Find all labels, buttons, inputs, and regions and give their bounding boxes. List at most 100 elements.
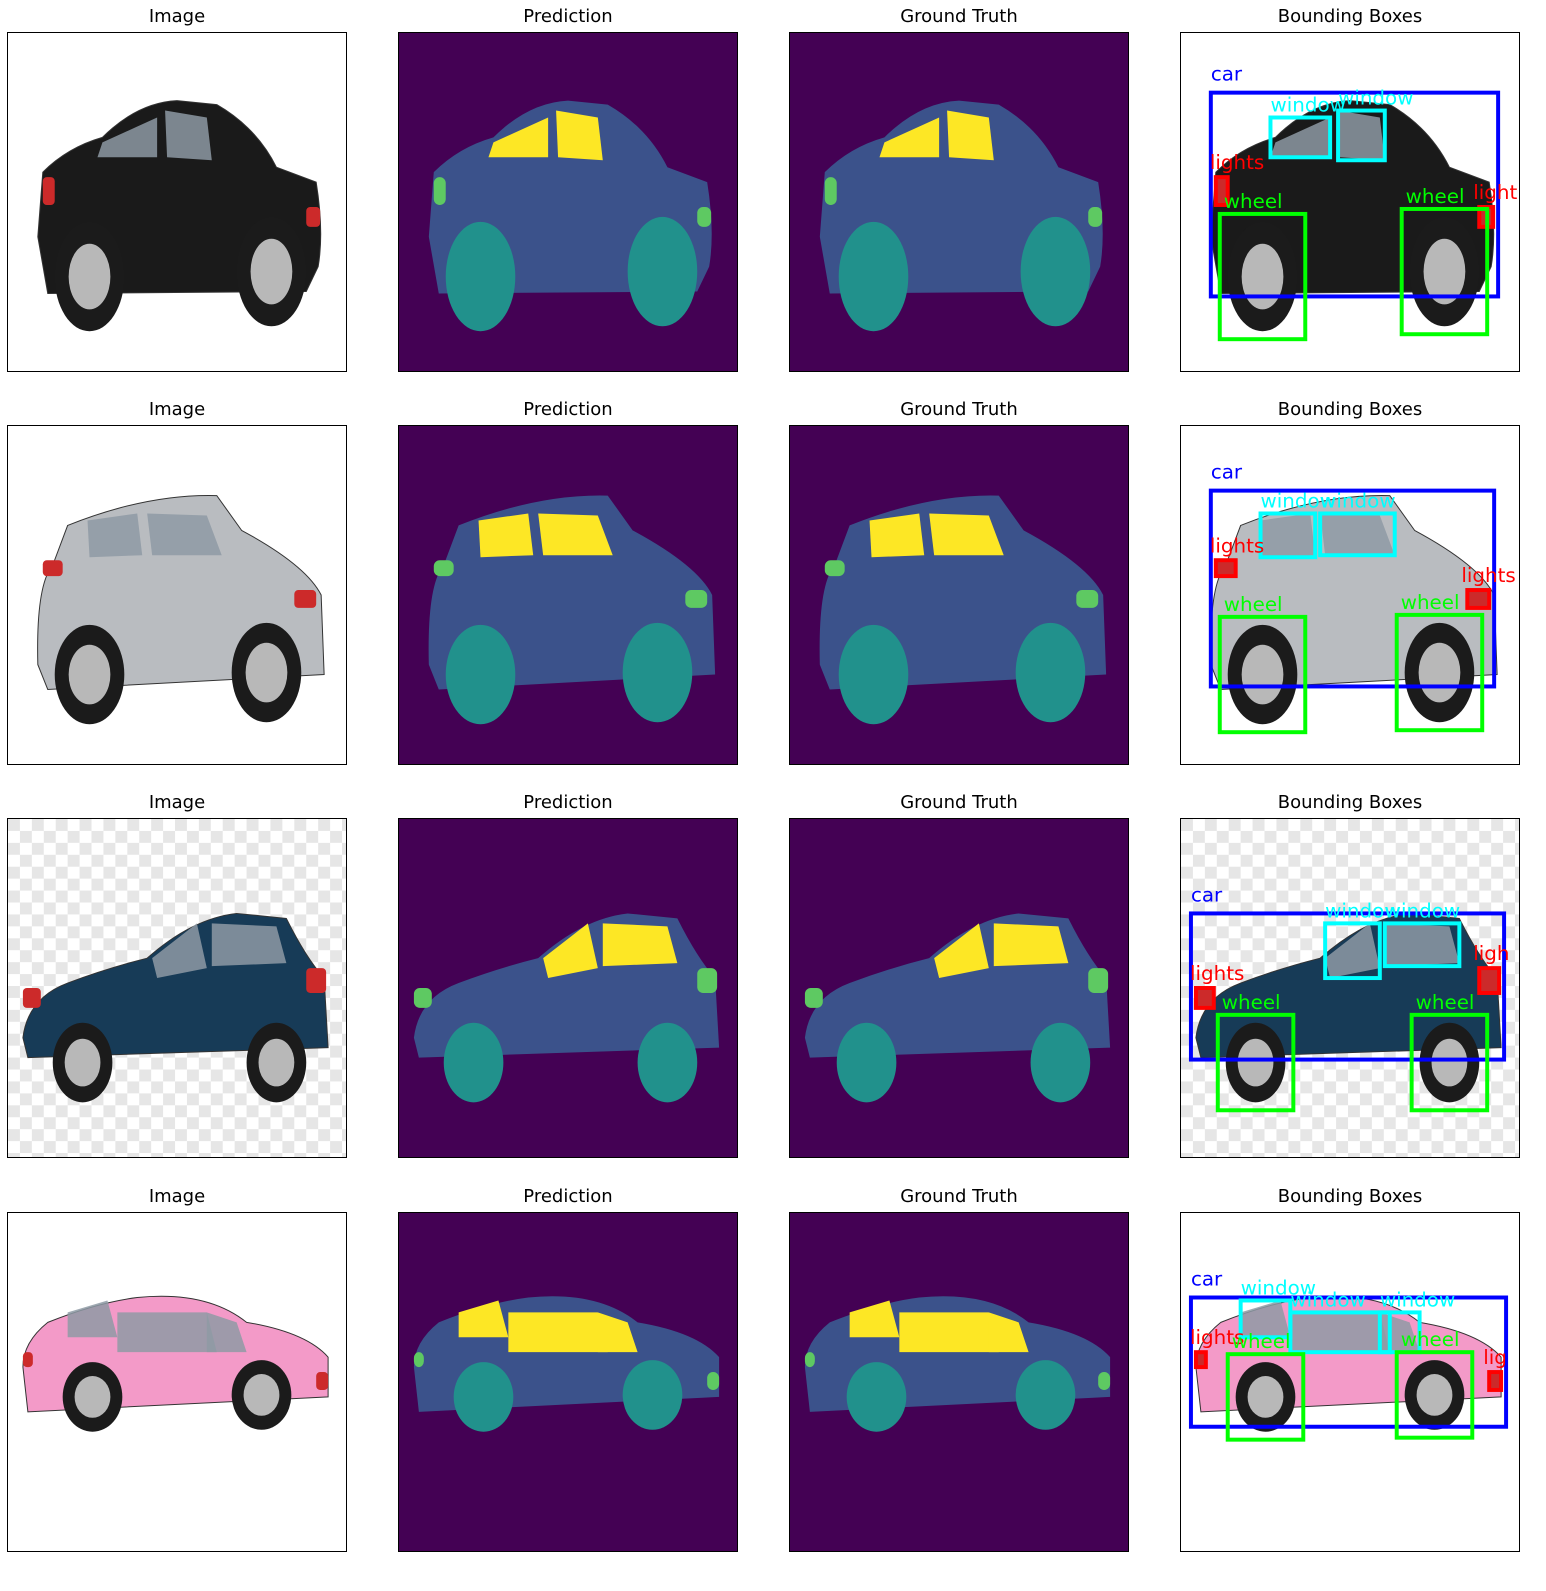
box-label-lights: ligh (1473, 942, 1509, 965)
box-lights (1193, 986, 1216, 1010)
box-label-window: window (1261, 490, 1336, 513)
box-label-lights: lights (1461, 564, 1515, 587)
panel-canvas (790, 819, 1128, 1157)
box-label-car: car (1191, 1268, 1223, 1291)
panel-canvas (8, 1213, 346, 1551)
box-label-window: window (1325, 899, 1400, 922)
mask-window (849, 1300, 900, 1338)
panel-title: Ground Truth (900, 1186, 1018, 1207)
box-label-lights: lights (1210, 151, 1264, 174)
car-window (165, 110, 212, 161)
mask-wheel (846, 1362, 907, 1432)
mask-wheel (453, 1362, 514, 1432)
car-rim (1431, 1038, 1468, 1087)
car-light (306, 206, 321, 227)
car-window (1338, 110, 1385, 161)
box-label-wheel: wheel (1416, 991, 1475, 1014)
mask-wheel (445, 221, 516, 332)
car-rim (1247, 1376, 1284, 1418)
car-rim (1416, 1374, 1453, 1416)
box-wheel (1394, 612, 1485, 733)
box-label-car: car (1211, 63, 1243, 86)
panel-canvas (8, 426, 346, 764)
car-light (42, 177, 55, 205)
box-label-wheel: wheel (1401, 591, 1460, 614)
box-window (1288, 1310, 1392, 1355)
mask-light (433, 177, 446, 205)
panel-title: Prediction (523, 792, 613, 813)
input-image-panel (7, 32, 347, 372)
mask-light (685, 590, 708, 608)
mask-wheel (838, 221, 909, 332)
panel-canvas (8, 819, 346, 1157)
car-rim (245, 642, 288, 703)
box-label-lights: lig (1483, 1346, 1507, 1369)
car-rim (1418, 642, 1461, 703)
box-wheel (1409, 1012, 1490, 1113)
box-label-wheel: wheel (1406, 185, 1465, 208)
box-car (1208, 488, 1497, 689)
car-rim (74, 1376, 111, 1418)
panel-title: Image (148, 399, 206, 420)
car-light (22, 988, 41, 1008)
panel-canvas (399, 33, 737, 371)
box-label-car: car (1191, 884, 1223, 907)
mask-window (929, 513, 1004, 556)
box-label-window: window (1270, 94, 1345, 117)
panel-canvas (399, 1213, 737, 1551)
mask-window (597, 1312, 638, 1353)
panel-title: Bounding Boxes (1277, 6, 1423, 27)
box-car (1188, 1295, 1509, 1429)
mask-window (934, 923, 989, 979)
box-wheel (1394, 1350, 1475, 1440)
mask-light (1088, 206, 1103, 227)
mask-window (458, 1300, 509, 1338)
box-car (1208, 90, 1501, 299)
mask-light (1088, 968, 1109, 993)
prediction-mask-panel (398, 425, 738, 765)
bounding-boxes-panel: car window window lights ligh wheel wheel (1180, 818, 1520, 1158)
box-label-wheel: wheel (1232, 1330, 1291, 1353)
mask-wheel (637, 1022, 698, 1103)
box-lights (1477, 966, 1502, 995)
box-lights (1487, 1370, 1504, 1392)
input-image-panel (7, 425, 347, 765)
car-light (22, 1352, 33, 1368)
panel-canvas (399, 819, 737, 1157)
car-window (1320, 513, 1395, 556)
box-label-lights: lights (1190, 962, 1244, 985)
box-label-wheel: wheel (1222, 991, 1281, 1014)
mask-wheel (836, 1022, 897, 1103)
mask-wheel (1020, 216, 1091, 327)
car-light (316, 1372, 329, 1390)
mask-light (1098, 1372, 1111, 1390)
car-rim (64, 1038, 101, 1087)
car-window (1325, 923, 1380, 979)
ground-truth-mask-panel (789, 32, 1129, 372)
car-light (42, 560, 63, 577)
box-label-wheel: wheel (1224, 593, 1283, 616)
car-rim (1423, 238, 1466, 305)
panel-title: Bounding Boxes (1277, 1186, 1423, 1207)
mask-window (879, 117, 940, 158)
panel-title: Image (148, 792, 206, 813)
prediction-mask-panel (398, 32, 738, 372)
panel-title: Image (148, 1186, 206, 1207)
box-window (1318, 511, 1397, 558)
panel-canvas (790, 426, 1128, 764)
box-label-car: car (1211, 461, 1243, 484)
mask-wheel (622, 622, 693, 723)
mask-window (488, 117, 549, 158)
car-rim (1237, 1038, 1274, 1087)
box-lights (1213, 175, 1230, 207)
mask-light (804, 1352, 815, 1368)
mask-light (413, 1352, 424, 1368)
mask-light (433, 560, 454, 577)
car-rim (250, 238, 293, 305)
box-wheel (1217, 211, 1308, 342)
car-light (1479, 968, 1500, 993)
prediction-mask-panel (398, 1212, 738, 1552)
box-wheel (1215, 1012, 1296, 1113)
car-window (87, 513, 143, 558)
